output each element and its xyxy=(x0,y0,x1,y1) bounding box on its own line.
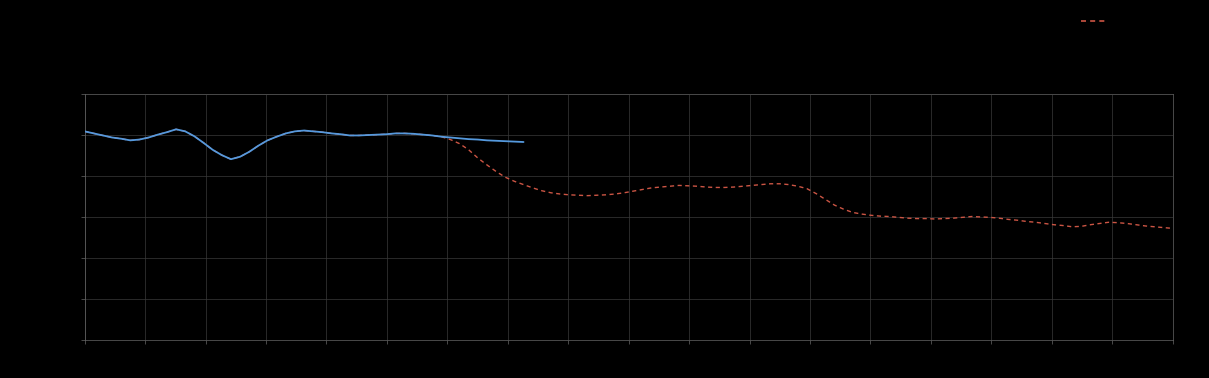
Legend: - - - - - -: - - - - - - xyxy=(1081,16,1150,26)
